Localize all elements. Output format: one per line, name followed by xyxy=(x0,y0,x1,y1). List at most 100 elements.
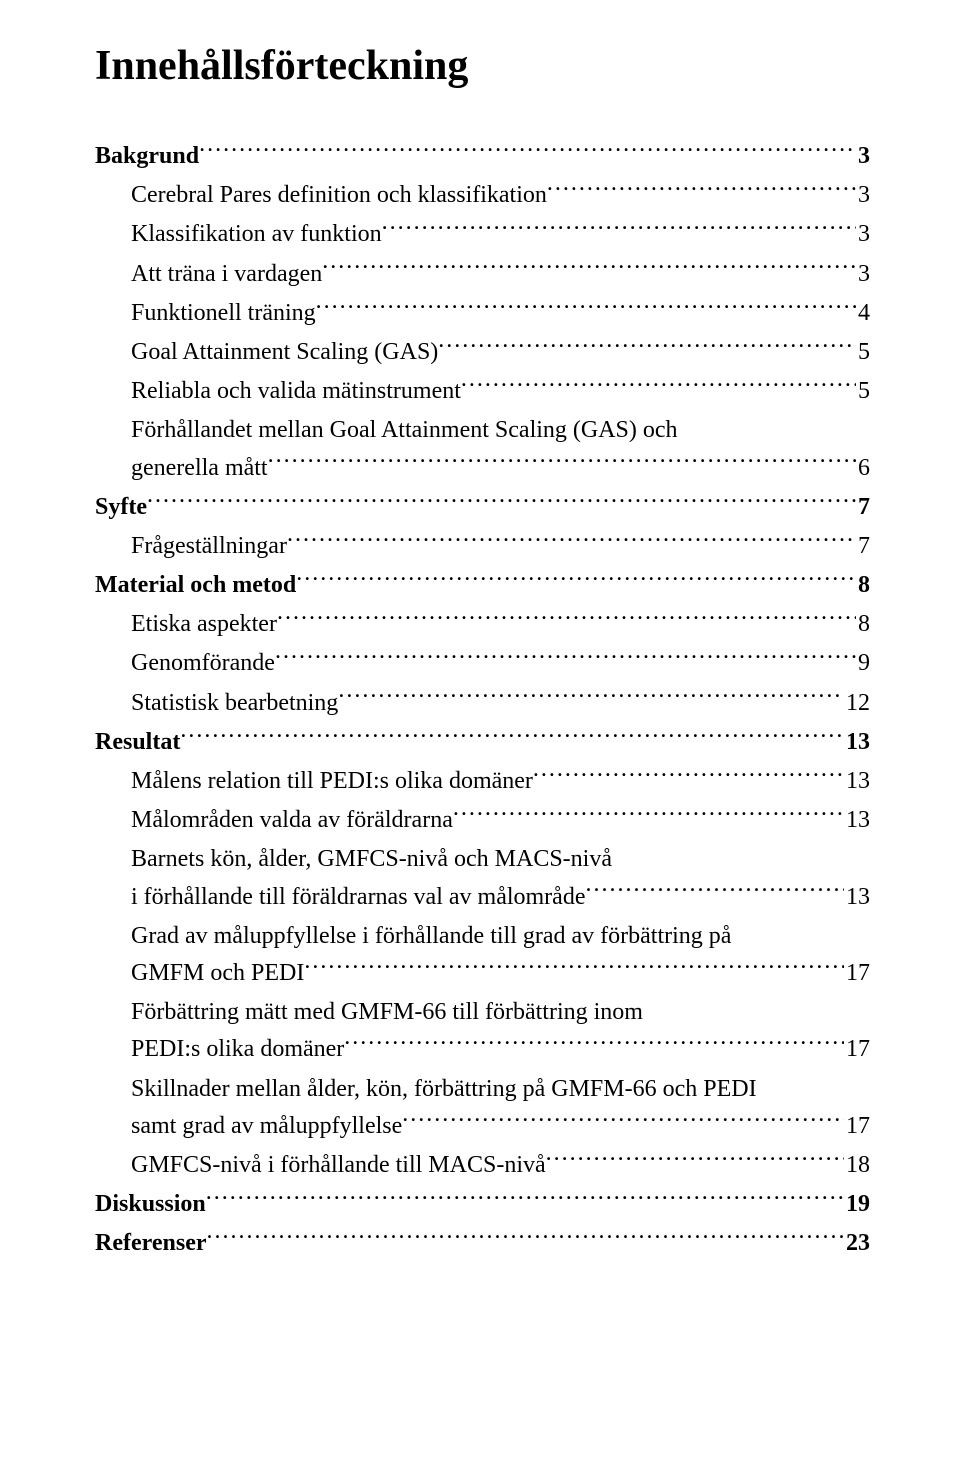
toc-label: Material och metod xyxy=(95,567,296,604)
toc-entry: Målområden valda av föräldrarna 13 xyxy=(95,802,870,839)
toc-page-number: 23 xyxy=(844,1225,870,1262)
table-of-contents: Bakgrund 3 Cerebral Pares definition och k… xyxy=(95,138,870,1262)
toc-page-number: 3 xyxy=(856,216,870,253)
toc-leader xyxy=(268,451,856,475)
toc-leader xyxy=(275,646,856,670)
toc-entry: GMFCS-nivå i förhållande till MACS-nivå 1… xyxy=(95,1147,870,1184)
toc-entry: Reliabla och valida mätinstrument 5 xyxy=(95,373,870,410)
toc-entry: Frågeställningar 7 xyxy=(95,528,870,565)
toc-page-number: 7 xyxy=(856,489,870,526)
toc-leader xyxy=(180,725,844,749)
toc-label: Resultat xyxy=(95,724,180,761)
toc-page-number: 9 xyxy=(856,645,870,682)
toc-entry: i förhållande till föräldrarnas val av m… xyxy=(95,879,870,916)
toc-label: Referenser xyxy=(95,1225,207,1262)
toc-entry: samt grad av måluppfyllelse 17 xyxy=(95,1108,870,1145)
toc-page-number: 4 xyxy=(856,295,870,332)
toc-page-number: 3 xyxy=(856,177,870,214)
toc-page-number: 5 xyxy=(856,373,870,410)
toc-entry-heading: Diskussion19 xyxy=(95,1186,870,1223)
toc-leader xyxy=(533,764,844,788)
toc-leader xyxy=(757,1072,870,1096)
toc-page-number: 7 xyxy=(856,528,870,565)
toc-entry: GMFM och PEDI 17 xyxy=(95,955,870,992)
toc-label: samt grad av måluppfyllelse xyxy=(131,1108,402,1145)
toc-page-number: 13 xyxy=(844,879,870,916)
toc-page-number: 13 xyxy=(844,763,870,800)
toc-label: Grad av måluppfyllelse i förhållande til… xyxy=(131,918,731,955)
toc-label: Förbättring mätt med GMFM-66 till förbät… xyxy=(131,994,643,1031)
toc-leader xyxy=(461,374,856,398)
toc-label: Målområden valda av föräldrarna xyxy=(131,802,453,839)
toc-page-number: 17 xyxy=(844,1031,870,1068)
toc-entry: Förhållandet mellan Goal Attainment Scal… xyxy=(95,412,870,449)
toc-entry: Cerebral Pares definition och klassifika… xyxy=(95,177,870,214)
toc-leader xyxy=(612,842,870,866)
toc-page-number: 17 xyxy=(844,955,870,992)
toc-label: generella mått xyxy=(131,450,268,487)
toc-label: Förhållandet mellan Goal Attainment Scal… xyxy=(131,412,678,449)
toc-page-number: 19 xyxy=(844,1186,870,1223)
toc-page-number: 8 xyxy=(856,606,870,643)
toc-label: Skillnader mellan ålder, kön, förbättrin… xyxy=(131,1071,757,1108)
toc-entry: Klassifikation av funktion 3 xyxy=(95,216,870,253)
toc-leader xyxy=(199,139,856,163)
toc-entry: Funktionell träning 4 xyxy=(95,295,870,332)
toc-leader xyxy=(287,529,856,553)
toc-leader xyxy=(206,1187,844,1211)
toc-page-number: 3 xyxy=(856,256,870,293)
toc-page-number: 8 xyxy=(856,567,870,604)
toc-entry: Etiska aspekter8 xyxy=(95,606,870,643)
toc-entry: Grad av måluppfyllelse i förhållande til… xyxy=(95,918,870,955)
toc-leader xyxy=(453,803,844,827)
toc-label: Reliabla och valida mätinstrument xyxy=(131,373,461,410)
toc-leader xyxy=(731,919,870,943)
toc-leader xyxy=(147,490,856,514)
toc-entry-heading: Syfte 7 xyxy=(95,489,870,526)
toc-entry: Genomförande 9 xyxy=(95,645,870,682)
toc-label: Cerebral Pares definition och klassifika… xyxy=(131,177,547,214)
toc-label: Barnets kön, ålder, GMFCS-nivå och MACS-… xyxy=(131,841,612,878)
toc-label: Frågeställningar xyxy=(131,528,287,565)
toc-label: Goal Attainment Scaling (GAS) xyxy=(131,334,438,371)
toc-label: GMFCS-nivå i förhållande till MACS-nivå xyxy=(131,1147,546,1184)
toc-page-number: 5 xyxy=(856,334,870,371)
toc-leader xyxy=(402,1109,844,1133)
toc-leader xyxy=(344,1032,844,1056)
toc-entry: Målens relation till PEDI:s olika domäne… xyxy=(95,763,870,800)
toc-leader xyxy=(678,413,870,437)
toc-entry-heading: Material och metod 8 xyxy=(95,567,870,604)
toc-label: GMFM och PEDI xyxy=(131,955,304,992)
toc-entry-heading: Resultat13 xyxy=(95,724,870,761)
toc-entry-heading: Referenser 23 xyxy=(95,1225,870,1262)
toc-leader xyxy=(643,995,870,1019)
toc-page-number: 17 xyxy=(844,1108,870,1145)
toc-leader xyxy=(207,1226,845,1250)
toc-label: Bakgrund xyxy=(95,138,199,175)
toc-label: Funktionell träning xyxy=(131,295,316,332)
toc-entry: Goal Attainment Scaling (GAS) 5 xyxy=(95,334,870,371)
toc-entry: Förbättring mätt med GMFM-66 till förbät… xyxy=(95,994,870,1031)
toc-label: Genomförande xyxy=(131,645,275,682)
toc-leader xyxy=(338,686,844,710)
toc-leader xyxy=(585,880,844,904)
page-title: Innehållsförteckning xyxy=(95,42,870,90)
toc-leader xyxy=(547,178,856,202)
toc-entry: Att träna i vardagen 3 xyxy=(95,256,870,293)
toc-page-number: 13 xyxy=(844,802,870,839)
toc-leader xyxy=(296,568,856,592)
toc-page-number: 6 xyxy=(856,450,870,487)
toc-page-number: 18 xyxy=(844,1147,870,1184)
toc-entry: Statistisk bearbetning12 xyxy=(95,685,870,722)
toc-label: Klassifikation av funktion xyxy=(131,216,382,253)
toc-leader xyxy=(277,607,856,631)
toc-label: Syfte xyxy=(95,489,147,526)
toc-leader xyxy=(322,257,856,281)
toc-leader xyxy=(546,1148,844,1172)
toc-entry: Barnets kön, ålder, GMFCS-nivå och MACS-… xyxy=(95,841,870,878)
toc-entry: generella mått 6 xyxy=(95,450,870,487)
toc-leader xyxy=(304,956,844,980)
toc-label: Att träna i vardagen xyxy=(131,256,322,293)
toc-leader xyxy=(438,335,856,359)
toc-label: i förhållande till föräldrarnas val av m… xyxy=(131,879,585,916)
